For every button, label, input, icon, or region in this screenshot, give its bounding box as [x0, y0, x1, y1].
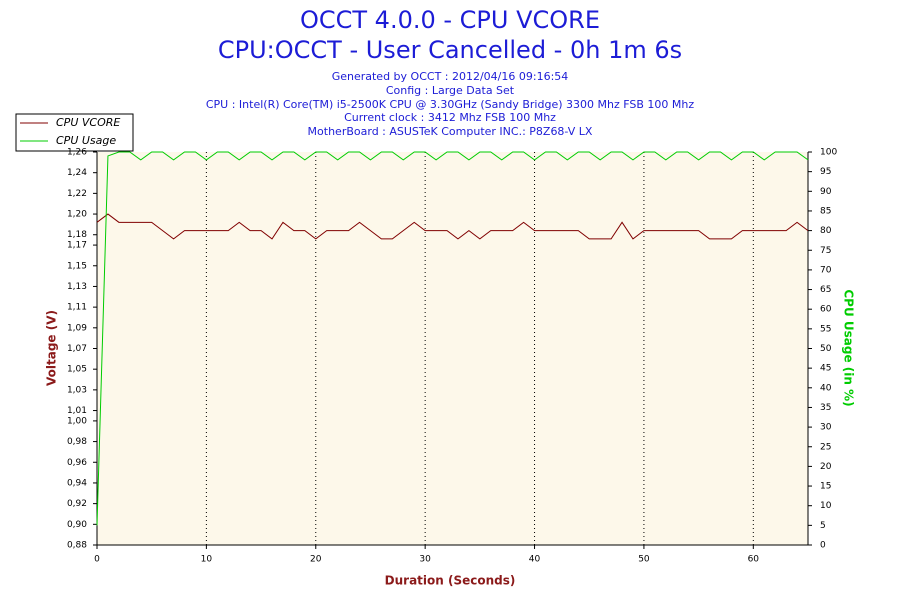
legend-label: CPU VCORE: [56, 116, 120, 129]
y-tick-label: 0,96: [67, 458, 87, 468]
y2-tick-label: 30: [820, 423, 832, 433]
subtitle: MotherBoard : ASUSTeK Computer INC.: P8Z…: [308, 125, 593, 138]
y-tick-label: 1,20: [67, 210, 87, 220]
y-tick-label: 0,90: [67, 520, 87, 530]
y2-tick-label: 25: [820, 442, 831, 452]
y2-tick-label: 50: [820, 344, 832, 354]
y2-tick-label: 95: [820, 167, 831, 177]
x-tick-label: 0: [94, 555, 100, 565]
x-tick-label: 50: [638, 555, 650, 565]
y-tick-label: 0,92: [67, 499, 87, 509]
chart-title: OCCT 4.0.0 - CPU VCORE: [300, 6, 600, 34]
x-tick-label: 60: [748, 555, 760, 565]
y2-tick-label: 75: [820, 246, 831, 256]
y-tick-label: 0,98: [67, 437, 87, 447]
subtitle: Current clock : 3412 Mhz FSB 100 Mhz: [344, 111, 556, 124]
y2-tick-label: 0: [820, 541, 826, 551]
y2-tick-label: 45: [820, 364, 831, 374]
y2-tick-label: 65: [820, 285, 831, 295]
y-tick-label: 1,15: [67, 261, 87, 271]
y-tick-label: 1,03: [67, 385, 87, 395]
y2-axis-label: CPU Usage (in %): [842, 289, 856, 406]
y-tick-label: 1,26: [67, 148, 87, 158]
y-tick-label: 1,05: [67, 365, 87, 375]
y-tick-label: 1,18: [67, 230, 87, 240]
x-tick-label: 10: [201, 555, 213, 565]
y-tick-label: 0,88: [67, 541, 87, 551]
series-line: [96, 151, 809, 526]
y-tick-label: 1,11: [67, 303, 87, 313]
y-tick-label: 1,22: [67, 189, 87, 199]
y2-tick-label: 70: [820, 265, 832, 275]
legend: [15, 113, 134, 152]
y2-tick-label: 20: [820, 462, 832, 472]
y2-tick-label: 100: [820, 148, 837, 158]
y-tick-label: 1,09: [67, 323, 87, 333]
plot-area: [97, 152, 808, 545]
y-axis-label: Voltage (V): [45, 310, 59, 386]
y2-tick-label: 55: [820, 324, 831, 334]
y2-tick-label: 10: [820, 501, 832, 511]
y2-tick-label: 80: [820, 226, 832, 236]
chart-title: CPU:OCCT - User Cancelled - 0h 1m 6s: [218, 36, 682, 64]
y-tick-label: 1,24: [67, 168, 87, 178]
y2-tick-label: 90: [820, 187, 832, 197]
y-tick-label: 1,07: [67, 344, 87, 354]
y2-tick-label: 35: [820, 403, 831, 413]
subtitle: Generated by OCCT : 2012/04/16 09:16:54: [332, 70, 569, 83]
y2-tick-label: 40: [820, 383, 832, 393]
legend-label: CPU Usage: [56, 134, 116, 147]
x-tick-label: 40: [529, 555, 541, 565]
x-tick-label: 20: [310, 555, 322, 565]
y2-tick-label: 15: [820, 482, 831, 492]
y-tick-label: 1,00: [67, 416, 87, 426]
y-tick-label: 1,01: [67, 406, 87, 416]
x-axis-label: Duration (Seconds): [385, 574, 516, 588]
subtitle: CPU : Intel(R) Core(TM) i5-2500K CPU @ 3…: [206, 98, 694, 111]
y-tick-label: 0,94: [67, 478, 87, 488]
subtitle: Config : Large Data Set: [386, 84, 515, 97]
y-tick-label: 1,17: [67, 241, 87, 251]
y2-tick-label: 60: [820, 305, 832, 315]
y2-tick-label: 85: [820, 206, 831, 216]
x-tick-label: 30: [419, 555, 431, 565]
y-tick-label: 1,13: [67, 282, 87, 292]
y2-tick-label: 5: [820, 521, 826, 531]
series-line: [96, 213, 809, 240]
